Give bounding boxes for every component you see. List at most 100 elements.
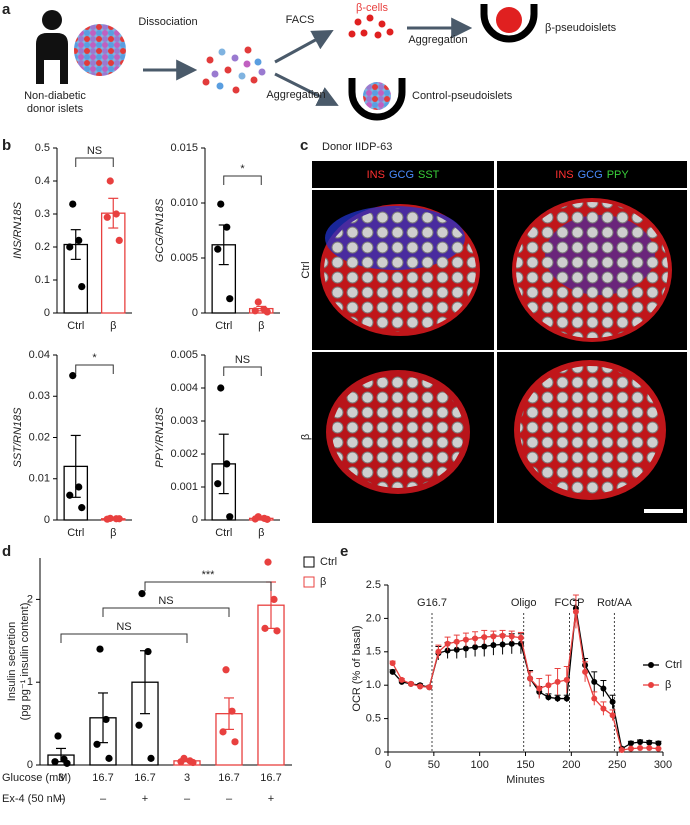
data-point (563, 695, 570, 702)
x-tick-label: β (110, 527, 116, 539)
y-axis-label: (pg pg⁻¹ insulin content) (19, 603, 31, 721)
significance-label: NS (235, 354, 250, 366)
x-row-title: Glucose (mM) (2, 772, 71, 784)
legend-label: Ctrl (665, 659, 682, 671)
data-point (63, 759, 71, 767)
y-tick-label: 0.04 (29, 349, 50, 361)
data-point (263, 515, 271, 523)
nuclei (324, 208, 476, 332)
data-point (591, 678, 598, 685)
legend-swatch (303, 576, 315, 588)
data-point (226, 513, 234, 521)
data-point (105, 754, 113, 762)
y-tick-label: 1 (27, 676, 33, 688)
data-point (147, 754, 155, 762)
stain-header: INS GCG SST (367, 169, 440, 181)
y-tick-label: 2.0 (366, 612, 381, 624)
data-point (646, 744, 653, 751)
data-point (223, 460, 231, 468)
data-point (106, 177, 114, 185)
data-point (481, 643, 488, 650)
x-tick-label: 3 (58, 772, 64, 784)
result-label: β-pseudoislets (545, 22, 617, 34)
data-point (490, 633, 497, 640)
data-point (177, 758, 185, 766)
data-point (554, 678, 561, 685)
x-tick-label: + (268, 793, 274, 805)
y-axis-label: INS/RN18S (12, 201, 24, 259)
event-label: Oligo (511, 597, 537, 609)
significance-label: NS (87, 145, 102, 157)
x-tick-label: 300 (654, 759, 672, 771)
data-point (545, 694, 552, 701)
y-tick-label: 0.4 (35, 175, 50, 187)
panel-label: a (2, 1, 11, 18)
panel-label: c (300, 137, 308, 154)
donor-body (36, 33, 68, 84)
x-tick-label: – (184, 793, 191, 805)
data-point (453, 646, 460, 653)
data-point (102, 715, 110, 724)
data-point (66, 243, 74, 251)
x-tick-label: Ctrl (215, 320, 232, 332)
data-point (499, 632, 506, 639)
stain: INS (367, 169, 385, 181)
data-point (591, 695, 598, 702)
data-point (226, 295, 234, 303)
significance-label: NS (158, 595, 173, 607)
data-point (254, 298, 262, 306)
x-tick-label: – (58, 793, 65, 805)
y-tick-label: 0 (44, 307, 50, 319)
data-point (618, 746, 625, 753)
data-point (217, 200, 225, 208)
data-point (217, 384, 225, 392)
y-tick-label: 0 (192, 307, 198, 319)
data-point (472, 635, 479, 642)
y-tick-label: 0.005 (170, 349, 198, 361)
data-point (444, 640, 451, 647)
y-axis-label: OCR (% of basal) (351, 625, 363, 711)
significance-bracket (75, 364, 114, 374)
data-point (417, 683, 424, 690)
data-point (435, 648, 442, 655)
data-point (499, 641, 506, 648)
y-tick-label: 0.010 (170, 197, 198, 209)
y-tick-label: 0.02 (29, 431, 50, 443)
nuclei (516, 202, 668, 338)
x-tick-label: 16.7 (134, 772, 155, 784)
significance-bracket (223, 175, 262, 185)
x-tick-label: 0 (385, 759, 391, 771)
stain: GCG (389, 169, 414, 181)
y-tick-label: 0.5 (366, 713, 381, 725)
panel-label: b (2, 137, 11, 154)
y-axis-label: PPY/RN18S (154, 407, 166, 468)
data-point (270, 595, 278, 604)
y-tick-label: 0.1 (35, 274, 50, 286)
y-tick-label: 0.01 (29, 473, 50, 485)
data-point (214, 245, 222, 253)
data-point (655, 745, 662, 752)
data-point (572, 608, 579, 615)
significance-label: NS (116, 621, 131, 633)
stain: PPY (607, 169, 630, 181)
y-tick-label: 0 (192, 514, 198, 526)
data-point (263, 308, 271, 316)
donor-label: Donor IIDP-63 (322, 141, 392, 153)
event-label: Rot/AA (597, 597, 633, 609)
data-point (223, 223, 231, 231)
data-point (69, 372, 77, 380)
data-point (536, 685, 543, 692)
data-point (646, 739, 653, 746)
x-tick-label: Ctrl (67, 527, 84, 539)
y-tick-label: 0.015 (170, 142, 198, 154)
data-point (426, 684, 433, 691)
nuclei (520, 366, 660, 494)
nuclei (332, 376, 464, 488)
significance-label: * (240, 163, 245, 175)
step-label: Aggregation (408, 34, 467, 46)
x-tick-label: β (258, 527, 264, 539)
x-tick-label: – (226, 793, 233, 805)
legend-label: β (320, 576, 326, 588)
significance-label: * (92, 352, 97, 364)
data-point (75, 236, 83, 244)
